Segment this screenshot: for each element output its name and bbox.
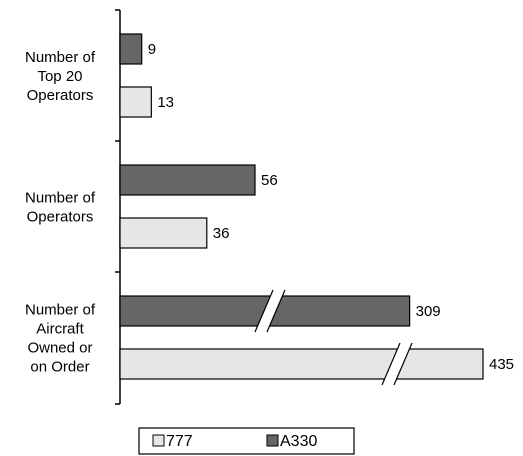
axis-break-mark [381,342,401,386]
legend-label: A330 [280,433,317,450]
legend: 777 A330 [138,427,355,455]
category-label: Number of Operators [25,190,96,226]
data-label: 13 [157,94,174,111]
category-label: Number of Aircraft Owned or on Order [25,302,96,376]
legend-swatch [152,434,165,447]
bar-777-2 [119,348,484,380]
data-label: 56 [261,172,278,189]
axis-break-gap [382,343,412,385]
axis [115,9,121,405]
bar-777-0 [119,86,152,118]
legend-label: 777 [166,433,193,450]
axis-break-gap [255,290,285,332]
category-labels: Number of Top 20 Operators Number of Operato… [25,49,96,376]
axis-break-mark [266,289,286,333]
bar-a330-0 [119,33,143,65]
bar-a330-1 [119,164,256,196]
data-label: 435 [489,356,514,373]
data-label: 9 [148,41,156,58]
axis-break-mark [254,289,274,333]
axis-break-mark [393,342,413,386]
legend-swatch [266,434,279,447]
legend-box [138,427,355,455]
bars: 9 13 56 36 309 435 [119,33,514,386]
category-label: Number of Top 20 Operators [25,49,96,104]
bar-777-1 [119,217,208,249]
data-label: 309 [416,303,441,320]
data-label: 36 [213,225,230,242]
